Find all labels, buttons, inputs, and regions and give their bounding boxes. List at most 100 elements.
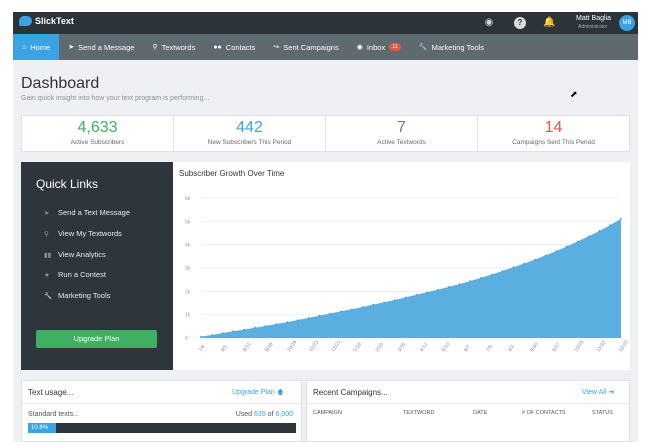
trophy-icon: ★ xyxy=(44,271,50,279)
data-point[interactable] xyxy=(469,280,472,282)
data-point[interactable] xyxy=(491,273,493,276)
key-icon: ⚲ xyxy=(44,230,49,238)
data-point[interactable] xyxy=(361,306,364,308)
x-tick-label: 6/7 xyxy=(463,344,472,353)
y-tick-label: 4k xyxy=(185,243,191,249)
bell-icon[interactable]: 🔔 xyxy=(543,17,556,28)
data-point[interactable] xyxy=(404,296,407,299)
stat-value: 4,633 xyxy=(77,119,118,136)
quick-link-label: Send a Text Message xyxy=(58,208,130,217)
data-point[interactable] xyxy=(329,312,331,315)
data-point[interactable] xyxy=(598,230,601,232)
data-point[interactable] xyxy=(243,328,245,331)
top-bar: SlickText ◉ ? 🔔 Matt Baglia Administrato… xyxy=(13,12,638,34)
data-point[interactable] xyxy=(200,335,202,338)
arrow-up-icon: 🡅 xyxy=(276,389,284,396)
usage-upgrade-label: Upgrade Plan xyxy=(232,389,275,396)
data-point[interactable] xyxy=(340,310,342,313)
data-point[interactable] xyxy=(544,254,547,257)
nav-item-textwords[interactable]: ⚲ Textwords xyxy=(143,34,204,60)
data-point[interactable] xyxy=(286,321,288,323)
data-point[interactable] xyxy=(254,326,256,329)
subscriber-growth-chart: 0 1k 2k 3k 4k 5k 6k 7/6 8/3 8/31 9/28 10/26 11/23 12/… xyxy=(185,196,630,354)
divider xyxy=(22,403,301,404)
avatar[interactable]: MB xyxy=(619,15,635,31)
chat-icon: ◉ xyxy=(356,44,363,51)
paper-plane-icon: ➤ xyxy=(68,44,75,51)
data-point[interactable] xyxy=(232,330,235,332)
view-all-link[interactable]: View All ➜ xyxy=(582,388,614,396)
x-tick-label: 10/25 xyxy=(574,339,586,353)
view-all-label: View All xyxy=(582,389,607,396)
nav-label: Contacts xyxy=(225,42,256,52)
data-point[interactable] xyxy=(512,266,515,269)
total-count: 6,000 xyxy=(275,411,293,418)
column-header[interactable]: CAMPAIGN xyxy=(313,410,342,416)
app-window: SlickText ◉ ? 🔔 Matt Baglia Administrato… xyxy=(13,12,638,442)
data-point[interactable] xyxy=(577,240,579,243)
column-header[interactable]: TEXTWORD xyxy=(403,410,435,416)
data-point[interactable] xyxy=(221,332,224,334)
column-header[interactable]: STATUS xyxy=(592,410,613,416)
nav-item-contacts[interactable]: ●● Contacts xyxy=(204,34,264,60)
main-nav: ⌂ Home ➤ Send a Message ⚲ Textwords ●● C… xyxy=(13,34,638,60)
nav-item-send-message[interactable]: ➤ Send a Message xyxy=(59,34,143,60)
x-tick-label: 3/15 xyxy=(397,342,408,354)
data-point[interactable] xyxy=(555,250,558,252)
data-point[interactable] xyxy=(394,299,396,301)
upgrade-plan-button[interactable]: Upgrade Plan xyxy=(36,330,157,348)
nav-item-home[interactable]: ⌂ Home xyxy=(13,34,60,60)
data-point[interactable] xyxy=(264,325,267,327)
data-point[interactable] xyxy=(480,277,482,279)
stat-new-subscribers[interactable]: 442 New Subscribers This Period xyxy=(174,116,326,151)
usage-progress-fill: 10.6% xyxy=(28,423,57,433)
column-header[interactable]: DATE xyxy=(473,410,488,416)
x-tick-label: 8/3 xyxy=(220,344,229,353)
quick-link-contest[interactable]: ★ Run a Contest xyxy=(44,270,106,279)
stat-active-textwords[interactable]: 7 Active Textwords xyxy=(326,116,478,151)
data-point[interactable] xyxy=(566,245,568,248)
data-point[interactable] xyxy=(307,317,310,319)
quick-link-label: Marketing Tools xyxy=(58,291,111,300)
quick-link-marketing-tools[interactable]: 🔧 Marketing Tools xyxy=(44,291,110,300)
brand-logo[interactable]: SlickText xyxy=(19,16,74,26)
data-point[interactable] xyxy=(587,235,590,238)
data-point[interactable] xyxy=(275,323,278,325)
data-point[interactable] xyxy=(383,301,385,304)
quick-link-send-text[interactable]: ➤ Send a Text Message xyxy=(44,208,130,217)
eye-icon[interactable]: ◉ xyxy=(484,17,494,28)
data-point[interactable] xyxy=(372,303,375,306)
data-point[interactable] xyxy=(609,224,611,226)
stat-active-subscribers[interactable]: 4,633 Active Subscribers xyxy=(22,116,174,151)
data-point[interactable] xyxy=(523,262,525,265)
help-icon[interactable]: ? xyxy=(514,17,526,29)
brand-name: SlickText xyxy=(35,16,74,26)
quick-link-textwords[interactable]: ⚲ View My Textwords xyxy=(44,229,122,238)
data-point[interactable] xyxy=(501,270,504,272)
of-word: of xyxy=(267,411,274,418)
data-point[interactable] xyxy=(318,314,321,317)
quick-link-analytics[interactable]: ▮▮ View Analytics xyxy=(44,250,106,259)
column-header[interactable]: # OF CONTACTS xyxy=(522,410,566,416)
stat-campaigns-sent[interactable]: 14 Campaigns Sent This Period xyxy=(478,116,629,151)
nav-item-sent-campaigns[interactable]: ↪ Sent Campaigns xyxy=(264,34,347,60)
data-point[interactable] xyxy=(415,294,418,296)
data-point[interactable] xyxy=(458,283,461,285)
data-point[interactable] xyxy=(351,308,353,311)
usage-upgrade-link[interactable]: Upgrade Plan 🡅 xyxy=(232,388,284,399)
data-point[interactable] xyxy=(297,319,299,321)
user-name[interactable]: Matt Baglia xyxy=(576,15,612,22)
divider xyxy=(307,403,629,404)
data-point[interactable] xyxy=(534,258,536,261)
used-prefix: Used xyxy=(235,411,253,418)
data-point[interactable] xyxy=(620,218,622,220)
nav-item-marketing-tools[interactable]: 🔧 Marketing Tools xyxy=(410,34,493,60)
usage-progress-bar: 10.6% xyxy=(28,423,296,433)
standard-texts-label: Standard texts... xyxy=(28,411,79,418)
data-point[interactable] xyxy=(447,286,450,288)
data-point[interactable] xyxy=(426,291,428,294)
data-point[interactable] xyxy=(211,334,213,336)
data-point[interactable] xyxy=(437,288,439,291)
nav-item-inbox[interactable]: ◉ Inbox 11 xyxy=(348,34,410,60)
subscriber-growth-chart-panel: Subscriber Growth Over Time 0 1k 2k 3k 4k 5k 6… xyxy=(173,162,630,370)
